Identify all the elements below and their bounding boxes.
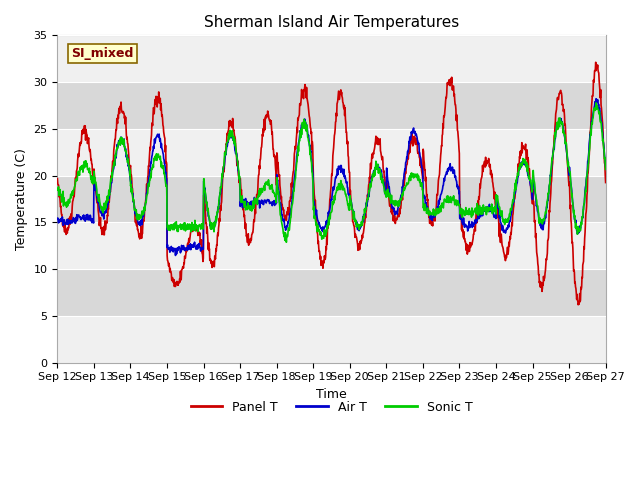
X-axis label: Time: Time <box>316 388 347 401</box>
Bar <box>58 222 605 269</box>
Title: Sherman Island Air Temperatures: Sherman Island Air Temperatures <box>204 15 459 30</box>
Bar <box>58 82 605 129</box>
Y-axis label: Temperature (C): Temperature (C) <box>15 148 28 250</box>
Text: SI_mixed: SI_mixed <box>71 47 134 60</box>
Bar <box>58 176 605 222</box>
Legend: Panel T, Air T, Sonic T: Panel T, Air T, Sonic T <box>186 396 477 419</box>
Bar <box>58 316 605 362</box>
Bar <box>58 269 605 316</box>
Bar <box>58 129 605 176</box>
Bar <box>58 36 605 82</box>
